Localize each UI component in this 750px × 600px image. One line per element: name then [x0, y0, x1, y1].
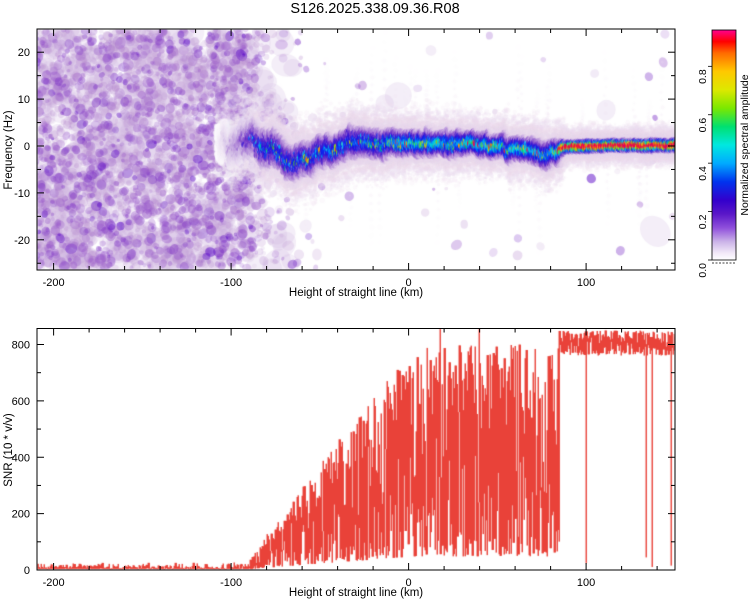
- svg-text:0.2: 0.2: [697, 214, 709, 229]
- svg-text:Height of straight line (km): Height of straight line (km): [289, 287, 423, 299]
- svg-text:Frequency (Hz): Frequency (Hz): [3, 110, 15, 189]
- svg-text:100: 100: [577, 277, 595, 289]
- svg-text:200: 200: [12, 509, 30, 521]
- svg-text:Height of straight line (km): Height of straight line (km): [289, 587, 423, 599]
- svg-text:Normalized spectral amplitude: Normalized spectral amplitude: [739, 74, 750, 215]
- svg-text:0.0: 0.0: [697, 263, 709, 278]
- svg-text:-10: -10: [14, 188, 30, 200]
- svg-text:600: 600: [12, 396, 30, 408]
- svg-text:0: 0: [24, 141, 30, 153]
- svg-text:-20: -20: [14, 235, 30, 247]
- svg-text:-200: -200: [43, 577, 65, 589]
- svg-text:20: 20: [18, 47, 30, 59]
- svg-text:0.4: 0.4: [697, 166, 709, 181]
- svg-text:0.8: 0.8: [697, 69, 709, 84]
- svg-text:0: 0: [24, 565, 30, 577]
- svg-text:-100: -100: [220, 277, 242, 289]
- svg-text:800: 800: [12, 340, 30, 352]
- svg-text:400: 400: [12, 452, 30, 464]
- svg-text:S126.2025.338.09.36.R08: S126.2025.338.09.36.R08: [290, 1, 459, 17]
- svg-text:100: 100: [577, 577, 595, 589]
- svg-text:0.6: 0.6: [697, 118, 709, 133]
- svg-text:-100: -100: [220, 577, 242, 589]
- svg-text:10: 10: [18, 94, 30, 106]
- svg-text:-200: -200: [43, 277, 65, 289]
- svg-text:SNR (10 * v/v): SNR (10 * v/v): [3, 413, 15, 487]
